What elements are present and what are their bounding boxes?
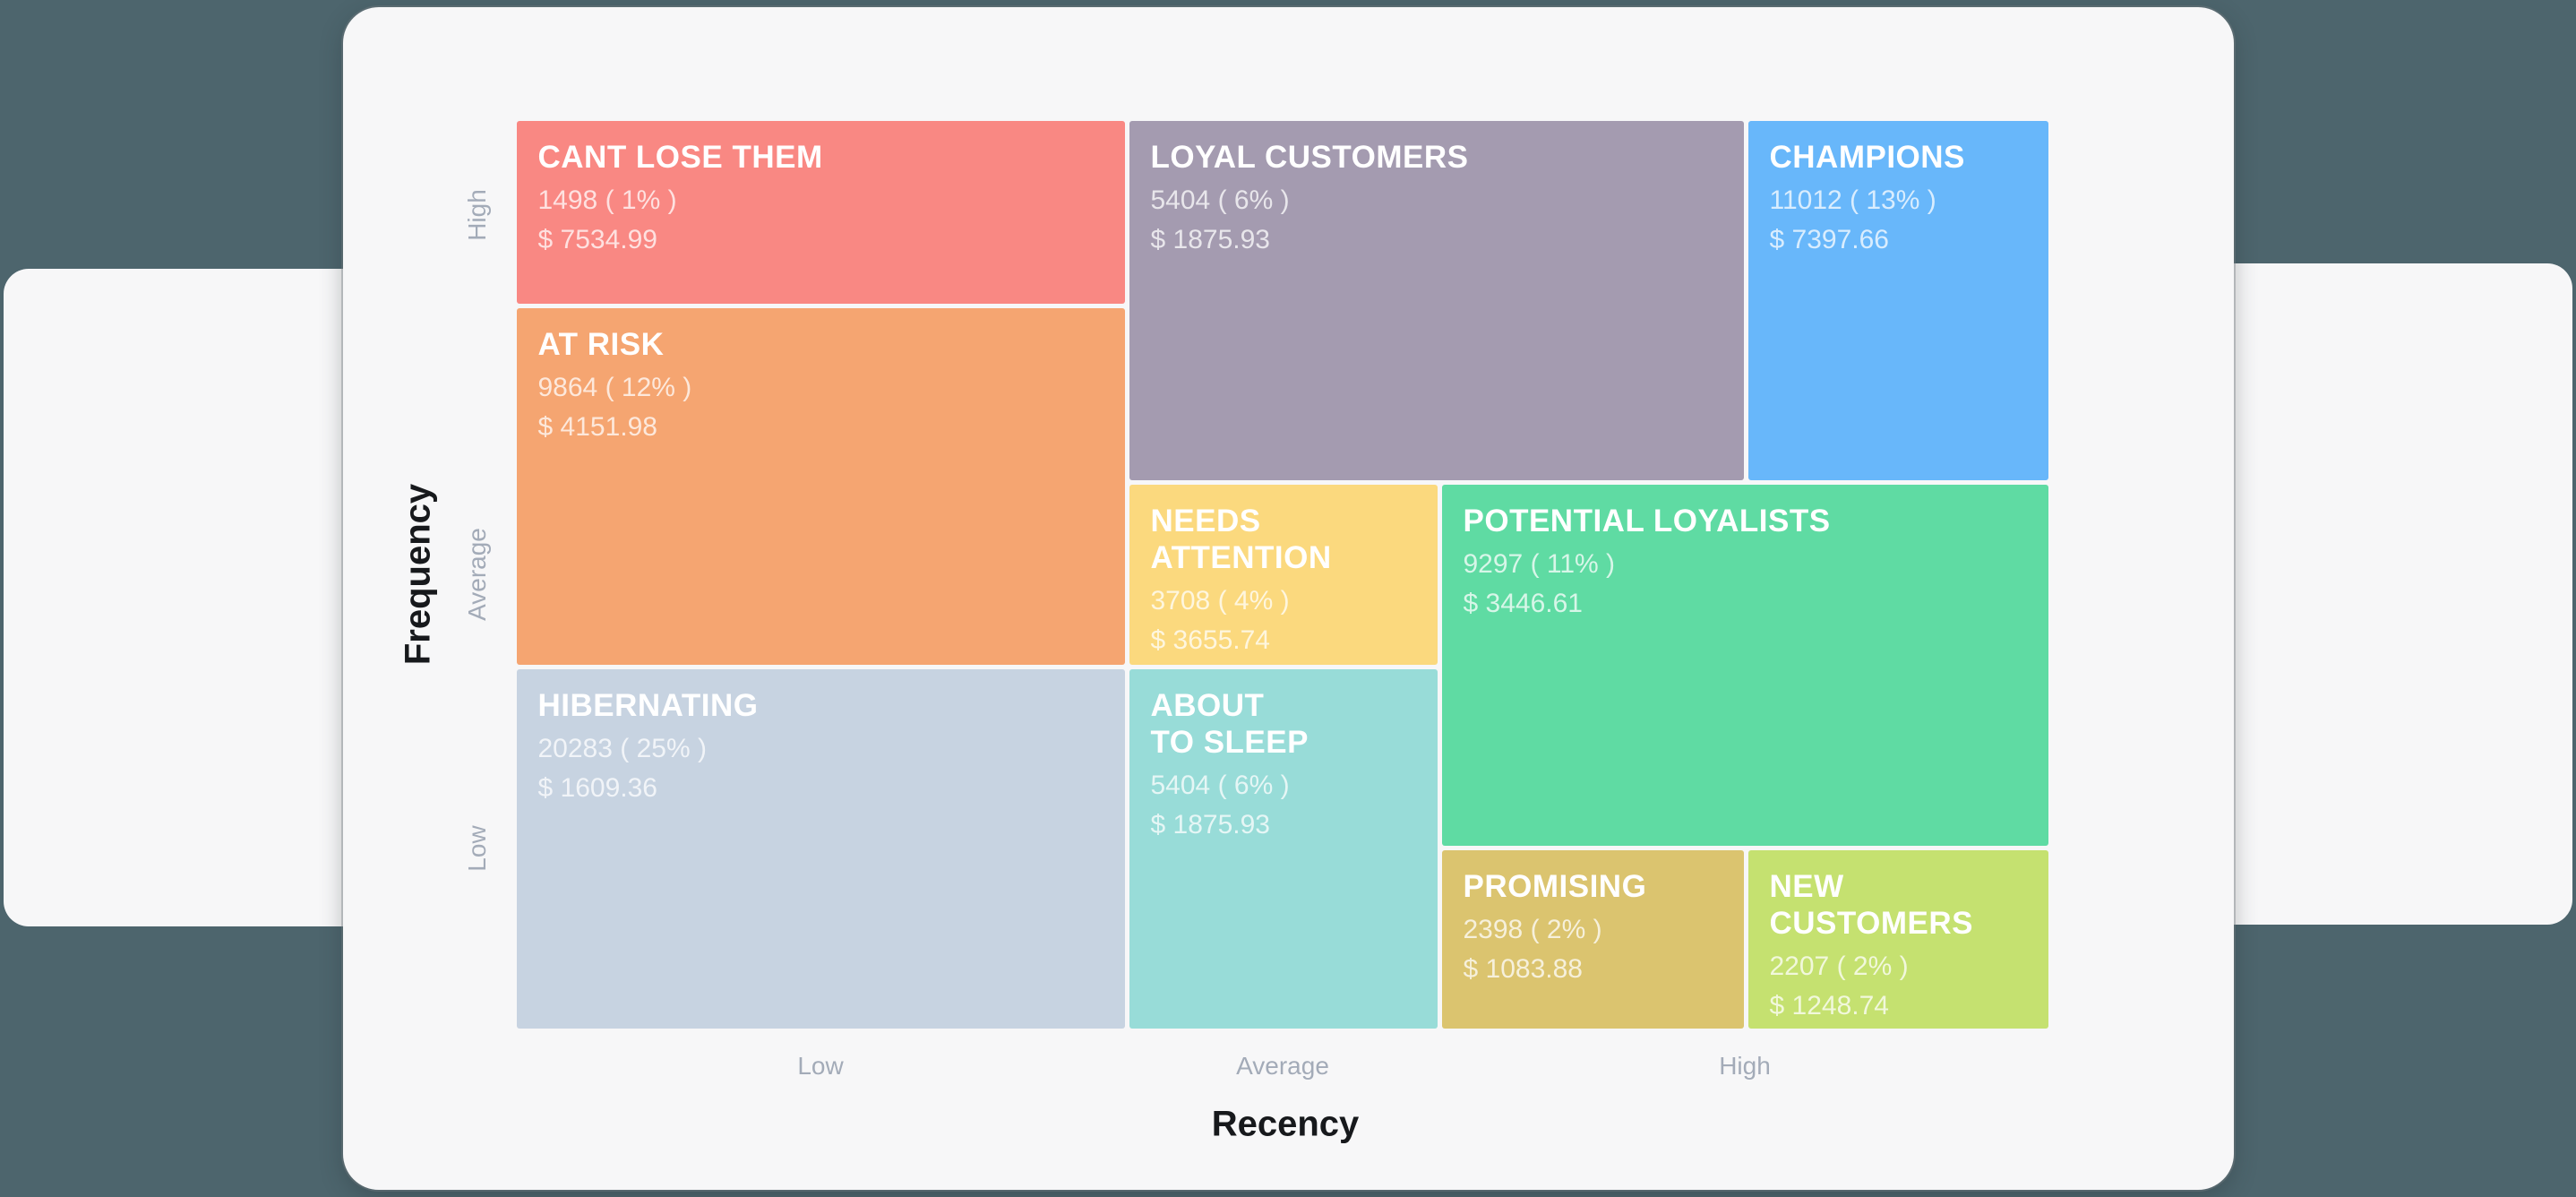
y-tick-low: Low <box>463 825 491 872</box>
segment-needs-attention[interactable]: NEEDS ATTENTION 3708 ( 4% ) $ 3655.74 <box>1129 484 1438 665</box>
segment-at-risk[interactable]: AT RISK 9864 ( 12% ) $ 4151.98 <box>516 307 1125 665</box>
y-axis-title: Frequency <box>398 483 438 666</box>
segment-monetary: $ 1083.88 <box>1463 953 1583 984</box>
segment-monetary: $ 1609.36 <box>537 772 657 803</box>
segment-title: ABOUT TO SLEEP <box>1150 687 1309 760</box>
y-tick-high: High <box>463 189 491 241</box>
segment-count: 2398 ( 2% ) <box>1463 914 1602 944</box>
segment-title: NEEDS ATTENTION <box>1150 503 1332 575</box>
segment-title: HIBERNATING <box>537 687 759 723</box>
segment-count: 3708 ( 4% ) <box>1150 585 1290 616</box>
x-tick-low: Low <box>797 1052 844 1080</box>
segment-count: 20283 ( 25% ) <box>537 733 707 763</box>
segment-count: 5404 ( 6% ) <box>1150 770 1290 800</box>
segment-monetary: $ 3655.74 <box>1150 624 1270 655</box>
segment-promising[interactable]: PROMISING 2398 ( 2% ) $ 1083.88 <box>1441 849 1744 1029</box>
segment-hibernating[interactable]: HIBERNATING 20283 ( 25% ) $ 1609.36 <box>516 668 1125 1029</box>
carousel-card-next[interactable] <box>2200 263 2572 925</box>
segment-title: POTENTIAL LOYALISTS <box>1463 503 1831 538</box>
segment-monetary: $ 7534.99 <box>537 224 657 254</box>
segment-monetary: $ 1248.74 <box>1769 990 1889 1020</box>
segment-title: AT RISK <box>537 326 665 362</box>
segment-loyal-customers[interactable]: LOYAL CUSTOMERS 5404 ( 6% ) $ 1875.93 <box>1129 120 1744 480</box>
segment-title: CHAMPIONS <box>1769 139 1965 175</box>
segment-cant-lose-them[interactable]: CANT LOSE THEM 1498 ( 1% ) $ 7534.99 <box>516 120 1125 304</box>
segment-monetary: $ 7397.66 <box>1769 224 1889 254</box>
carousel-card-previous[interactable] <box>4 269 378 926</box>
segment-count: 1498 ( 1% ) <box>537 185 677 215</box>
segment-monetary: $ 1875.93 <box>1150 224 1270 254</box>
rfm-segmentation-card: Frequency High Average Low CANT LOSE THEM 1… <box>343 7 2234 1190</box>
segment-about-to-sleep[interactable]: ABOUT TO SLEEP 5404 ( 6% ) $ 1875.93 <box>1129 668 1438 1029</box>
segment-count: 9864 ( 12% ) <box>537 372 692 402</box>
segment-title: CANT LOSE THEM <box>537 139 823 175</box>
segment-count: 5404 ( 6% ) <box>1150 185 1290 215</box>
segment-monetary: $ 4151.98 <box>537 411 657 442</box>
segment-champions[interactable]: CHAMPIONS 11012 ( 13% ) $ 7397.66 <box>1747 120 2048 480</box>
segment-monetary: $ 3446.61 <box>1463 588 1583 618</box>
segment-title: PROMISING <box>1463 868 1647 904</box>
segment-potential-loyalists[interactable]: POTENTIAL LOYALISTS 9297 ( 11% ) $ 3446.61 <box>1441 484 2048 846</box>
segment-new-customers[interactable]: NEW CUSTOMERS 2207 ( 2% ) $ 1248.74 <box>1747 849 2048 1029</box>
segment-title: NEW CUSTOMERS <box>1769 868 1973 941</box>
x-tick-average: Average <box>1236 1052 1329 1080</box>
x-tick-high: High <box>1719 1052 1771 1080</box>
segment-monetary: $ 1875.93 <box>1150 809 1270 840</box>
segment-count: 9297 ( 11% ) <box>1463 548 1616 579</box>
segment-count: 2207 ( 2% ) <box>1769 951 1909 981</box>
segment-count: 11012 ( 13% ) <box>1769 185 1936 215</box>
segment-title: LOYAL CUSTOMERS <box>1150 139 1469 175</box>
y-tick-average: Average <box>463 528 491 621</box>
x-axis-title: Recency <box>1211 1104 1360 1144</box>
